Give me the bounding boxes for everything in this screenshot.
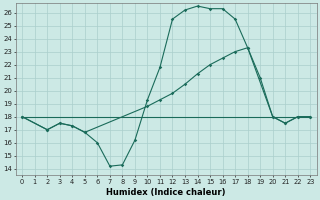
X-axis label: Humidex (Indice chaleur): Humidex (Indice chaleur) xyxy=(107,188,226,197)
